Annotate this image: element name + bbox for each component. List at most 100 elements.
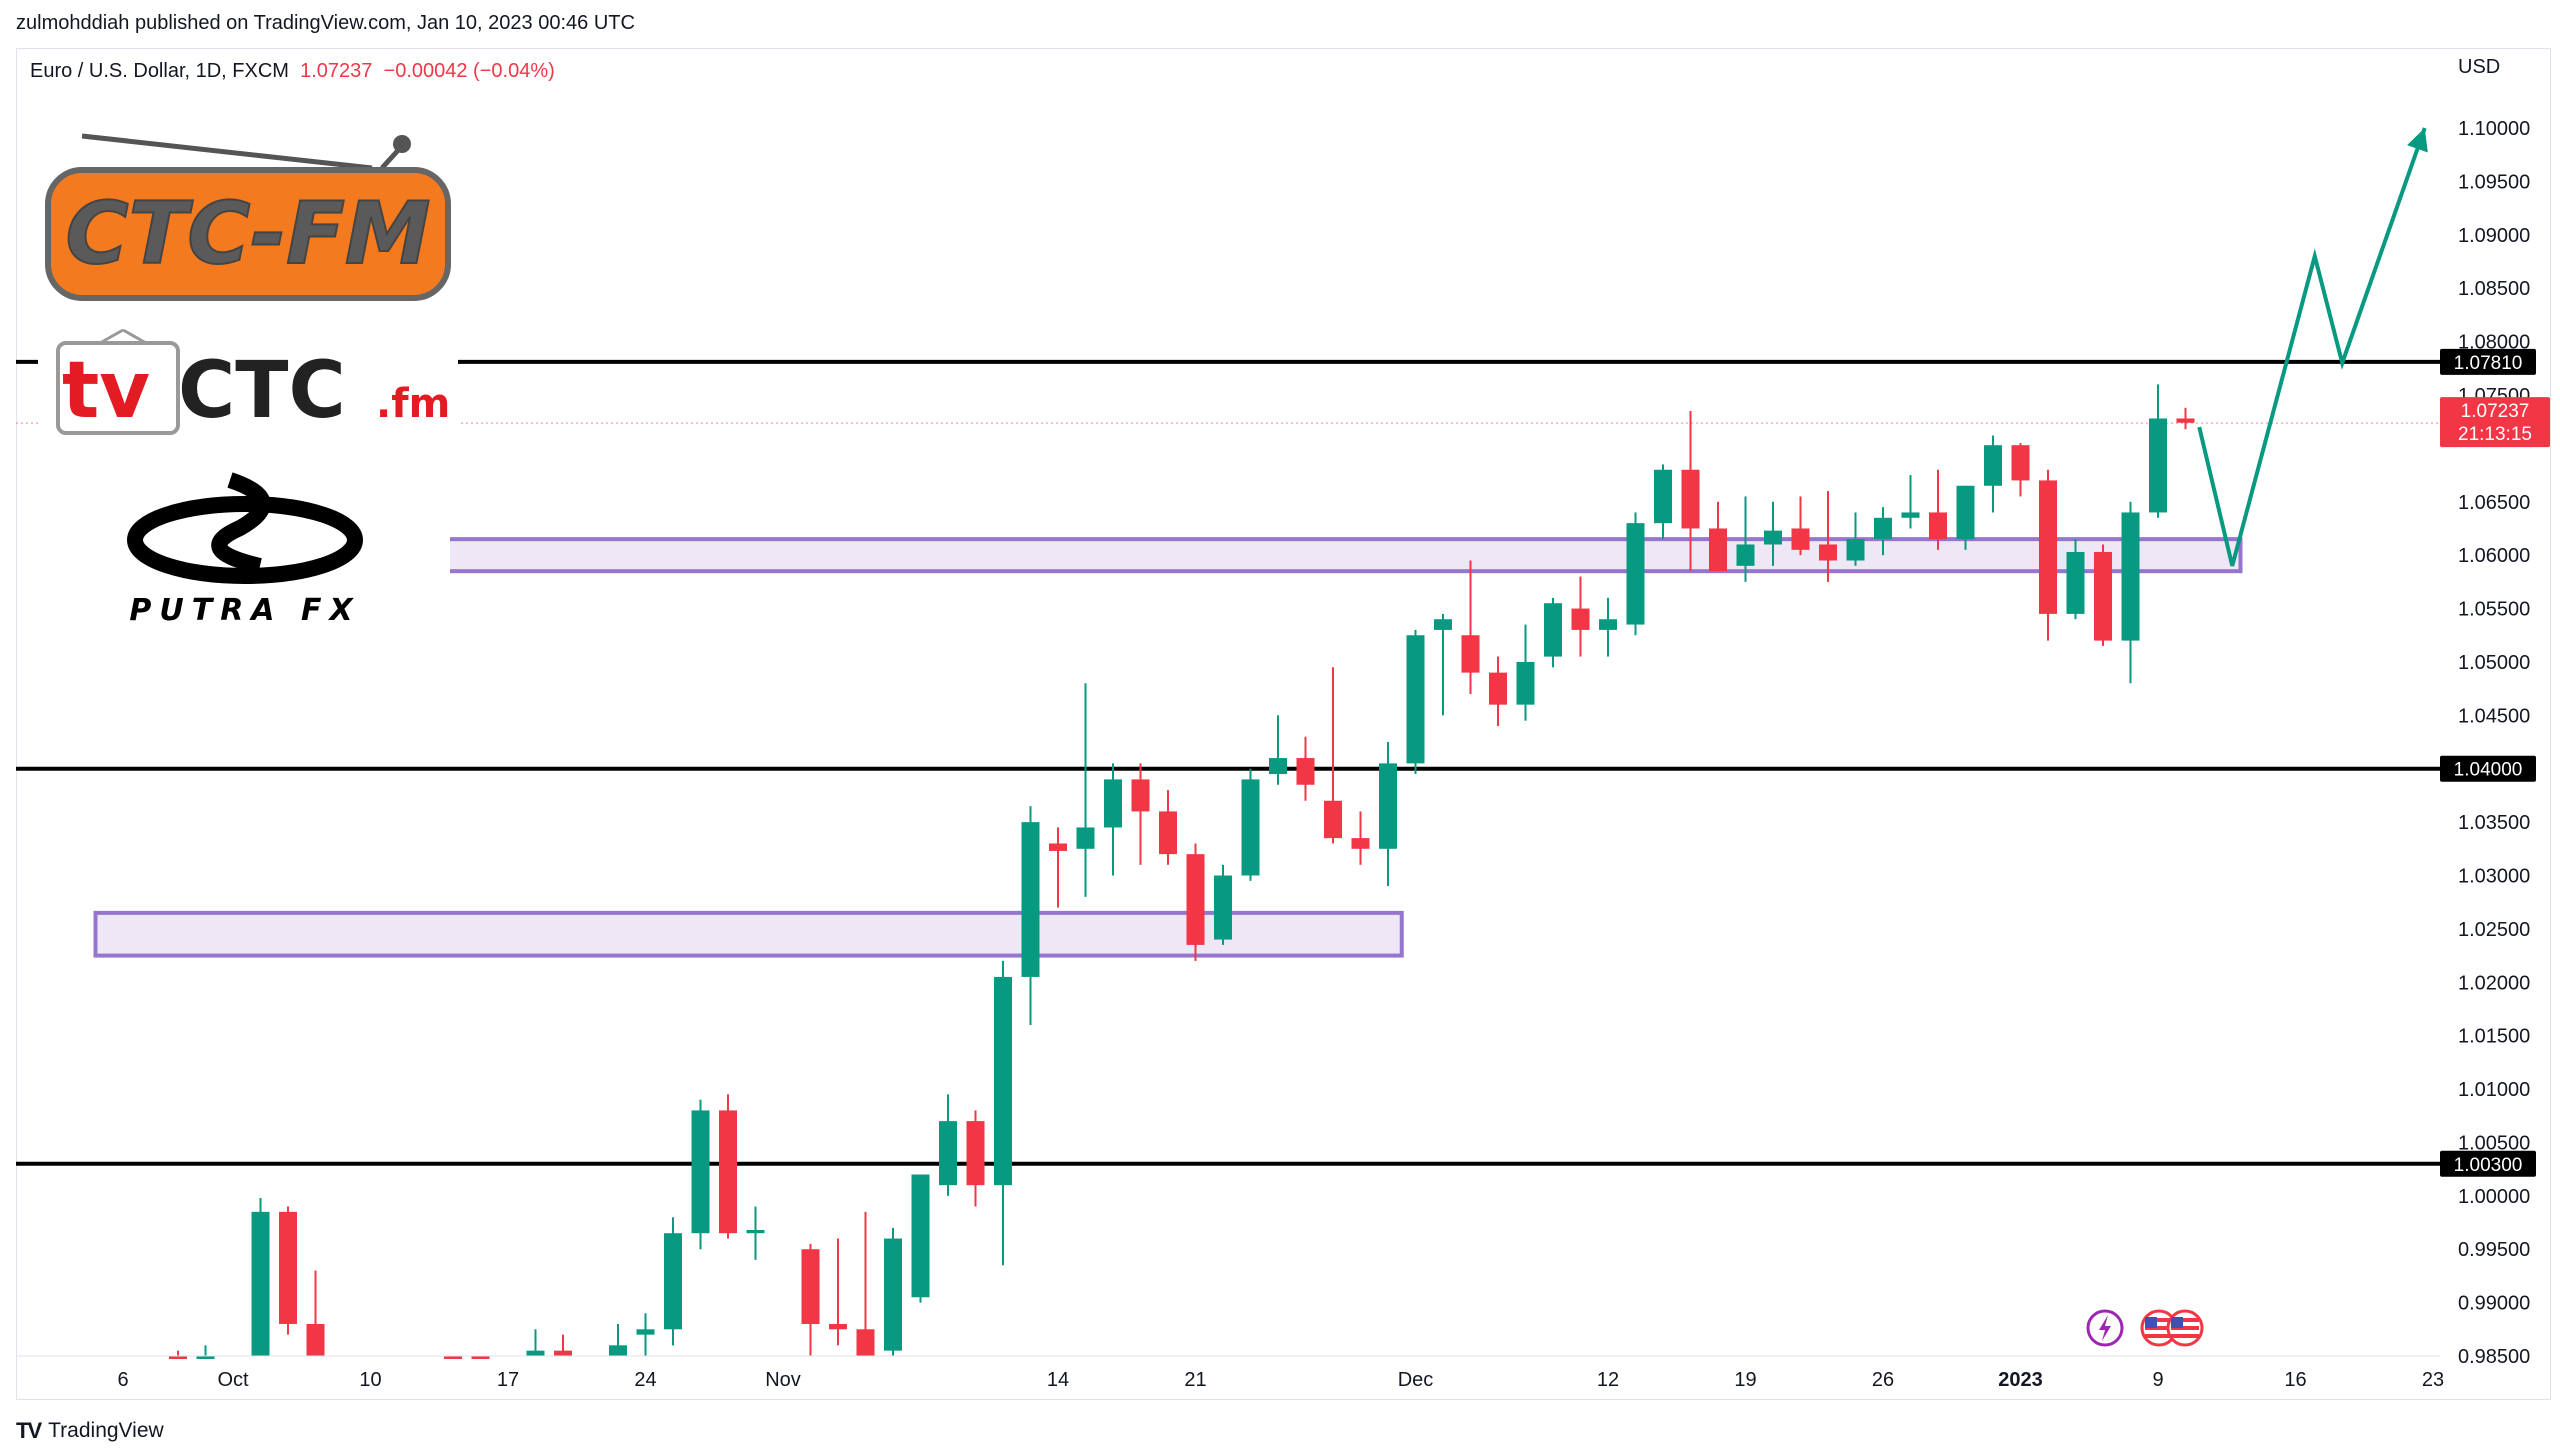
candle-47 (1681, 411, 1700, 572)
candle-19 (911, 1174, 930, 1303)
x-tick-11: 26 (1872, 1369, 1894, 1391)
candle-37 (1406, 629, 1425, 775)
candle-20 (939, 1094, 957, 1196)
candle-26 (1104, 763, 1122, 876)
candle-body (1324, 800, 1342, 839)
candle-body (1186, 854, 1205, 945)
candle-4 (306, 1270, 325, 1356)
level-label-1: 1.04000 (2454, 760, 2523, 781)
y-axis: 1.100001.095001.090001.085001.080001.075… (2458, 118, 2530, 1368)
candle-body (1131, 779, 1150, 812)
candle-8 (554, 1334, 572, 1356)
footer-brand[interactable]: TV TradingView (16, 1418, 164, 1444)
y-tick-6: 1.06500 (2458, 492, 2530, 514)
y-tick-13: 1.02500 (2458, 919, 2530, 941)
candle-body (1434, 619, 1452, 630)
projection-arrowhead (2407, 128, 2428, 153)
candle-body (169, 1356, 187, 1359)
currency-label[interactable]: USD (2458, 56, 2501, 78)
candle-body (884, 1238, 902, 1351)
level-label-bg-0 (2440, 348, 2536, 375)
event-badges[interactable] (2085, 1305, 2215, 1351)
candle-21 (966, 1110, 985, 1207)
candle-13 (719, 1094, 737, 1239)
candle-body (636, 1329, 655, 1335)
candle-24 (1049, 827, 1067, 908)
candle-body (1489, 672, 1507, 705)
candle-64 (2149, 384, 2167, 518)
candle-6 (471, 1356, 490, 1359)
x-tick-5: Nov (765, 1369, 801, 1391)
symbol-name: Euro / U.S. Dollar, 1D, FXCM (30, 60, 289, 82)
x-tick-14: 16 (2284, 1369, 2306, 1391)
candle-body (1626, 523, 1645, 625)
zone-1 (93, 910, 1404, 958)
candle-body (1956, 485, 1975, 540)
level-label-2: 1.00300 (2454, 1155, 2523, 1176)
x-tick-4: 24 (634, 1369, 656, 1391)
candle-57 (1956, 485, 1975, 550)
candle-28 (1159, 790, 1177, 865)
candle-body (1351, 838, 1370, 849)
candle-body (1901, 512, 1920, 518)
us-flag-icon (2140, 1309, 2178, 1347)
candle-11 (664, 1217, 682, 1346)
candle-body (1241, 779, 1260, 876)
candle-body (994, 976, 1012, 1186)
candle-body (1709, 528, 1727, 572)
candle-39 (1461, 560, 1480, 694)
ctc-fm-logo: CTC-FM (45, 133, 451, 301)
candle-body (2121, 512, 2140, 641)
tradingview-logo-icon: TV (16, 1418, 42, 1443)
candle-body (1296, 758, 1315, 785)
candle-body (2176, 418, 2195, 423)
publisher-line: zulmohddiah published on TradingView.com… (16, 12, 635, 34)
candle-10 (636, 1313, 655, 1356)
candle-body (1269, 758, 1287, 775)
y-tick-2: 1.09000 (2458, 225, 2530, 247)
symbol-legend[interactable]: Euro / U.S. Dollar, 1D, FXCM 1.07237 −0.… (30, 60, 555, 83)
candle-52 (1819, 491, 1837, 582)
candle-27 (1131, 763, 1150, 865)
candle-45 (1626, 512, 1645, 636)
y-tick-16: 1.01000 (2458, 1079, 2530, 1101)
candle-14 (746, 1206, 765, 1260)
candle-40 (1489, 656, 1507, 727)
candle-38 (1434, 613, 1452, 716)
candle-42 (1544, 597, 1562, 668)
y-tick-18: 1.00000 (2458, 1186, 2530, 1208)
candle-body (1846, 539, 1865, 561)
candle-34 (1324, 667, 1342, 844)
candle-body (251, 1211, 270, 1356)
candles-layer (169, 384, 2195, 1359)
last-price-badge-value: 1.07237 (2461, 401, 2530, 422)
putra-logo-text: PUTRA FX (129, 593, 360, 628)
candle-body (2149, 418, 2167, 513)
candle-36 (1379, 742, 1397, 887)
x-tick-10: 19 (1734, 1369, 1756, 1391)
x-tick-0: 6 (117, 1369, 128, 1391)
candle-body (444, 1356, 462, 1359)
candle-2 (251, 1197, 270, 1356)
x-tick-6: 14 (1047, 1369, 1069, 1391)
candle-body (1021, 822, 1040, 977)
x-tick-2: 10 (359, 1369, 381, 1391)
tvctc-logo: tv CTC .fm (38, 325, 458, 450)
y-tick-15: 1.01500 (2458, 1026, 2530, 1048)
candle-body (1984, 445, 2002, 486)
candle-22 (994, 960, 1012, 1266)
candle-body (1516, 661, 1535, 705)
candle-body (801, 1249, 820, 1324)
candle-18 (884, 1227, 902, 1356)
candle-body (1819, 544, 1837, 561)
candle-54 (1874, 507, 1892, 556)
price-change: −0.00042 (−0.04%) (383, 60, 555, 82)
last-price-countdown: 21:13:15 (2458, 424, 2532, 445)
y-tick-17: 1.00500 (2458, 1132, 2530, 1154)
candle-body (1764, 530, 1782, 545)
ctc-mark-text: CTC (178, 346, 346, 436)
x-tick-12: 2023 (1998, 1369, 2043, 1391)
candle-29 (1186, 843, 1205, 961)
candle-body (1076, 827, 1095, 849)
